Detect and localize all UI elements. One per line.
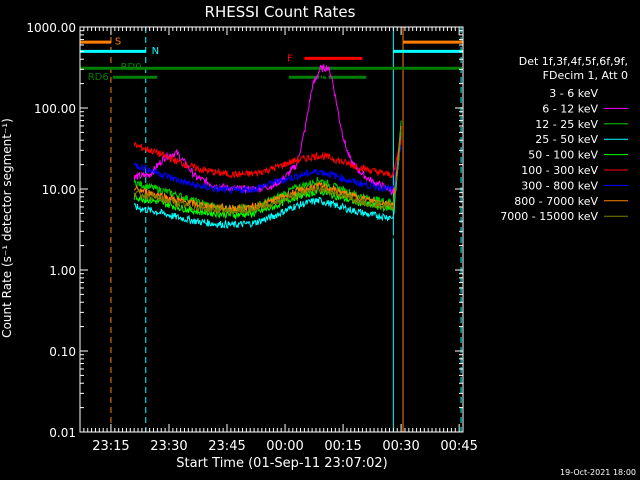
y-tick-label-5: 0.01 (49, 426, 76, 440)
plot-frame (79, 26, 464, 433)
x-tick-label-5: 00:30 (382, 439, 419, 454)
legend-label-6: 300 - 800 keV (521, 179, 598, 192)
x-axis-label: Start Time (01-Sep-11 23:07:02) (176, 456, 387, 471)
generation-date: 19-Oct-2021 18:00 (560, 468, 636, 477)
legend-label-2: 12 - 25 keV (535, 118, 598, 131)
legend-header-0: Det 1f,3f,4f,5f,6f,9f, (519, 55, 628, 68)
x-tick-label-0: 23:15 (92, 439, 129, 454)
legend-label-7: 800 - 7000 keV (514, 195, 598, 208)
chart-title: RHESSI Count Rates (205, 3, 356, 21)
series-line-8 (133, 128, 402, 216)
state-flags: S N F RD0 RD6 (80, 37, 463, 83)
flag-label-4: RD6 (88, 72, 109, 83)
x-tick-label-1: 23:30 (150, 439, 187, 454)
legend-label-4: 50 - 100 keV (528, 149, 598, 162)
legend-label-5: 100 - 300 keV (521, 164, 598, 177)
series-line-1 (133, 63, 402, 196)
y-tick-label-4: 0.10 (49, 345, 76, 359)
x-tick-label-4: 00:15 (324, 439, 361, 454)
flag-label-2: F (287, 54, 293, 65)
mode-change-lines (79, 27, 462, 432)
series-lines (133, 63, 402, 239)
flag-label-1: N (152, 46, 159, 57)
legend-header-1: FDecim 1, Att 0 (543, 69, 628, 82)
plot-axes: 1000.00 100.00 10.00 1.00 0.10 0.01 23:15 23:30… (26, 21, 477, 454)
legend-label-1: 6 - 12 keV (542, 102, 598, 115)
flag-label-3: RD0 (121, 62, 142, 73)
series-line-5 (133, 140, 402, 179)
legend: Det 1f,3f,4f,5f,6f,9f,FDecim 1, Att 0 3 -… (500, 55, 628, 223)
x-tick-label-6: 00:45 (440, 439, 477, 454)
y-tick-label-0: 1000.00 (26, 21, 76, 35)
y-tick-label-1: 100.00 (34, 102, 76, 116)
x-tick-label-3: 00:00 (266, 439, 303, 454)
legend-label-3: 25 - 50 keV (535, 133, 598, 146)
y-axis-label: Count Rate (s⁻¹ detector segment⁻¹) (0, 118, 14, 338)
series-line-6 (133, 144, 402, 195)
y-tick-label-3: 1.00 (49, 264, 76, 278)
series-line-7 (133, 125, 402, 213)
legend-label-8: 7000 - 15000 keV (500, 210, 598, 223)
legend-label-0: 3 - 6 keV (549, 87, 598, 100)
flag-label-0: S (115, 37, 121, 48)
series-line-3 (133, 132, 402, 229)
x-tick-label-2: 23:45 (208, 439, 245, 454)
y-tick-label-2: 10.00 (42, 183, 76, 197)
